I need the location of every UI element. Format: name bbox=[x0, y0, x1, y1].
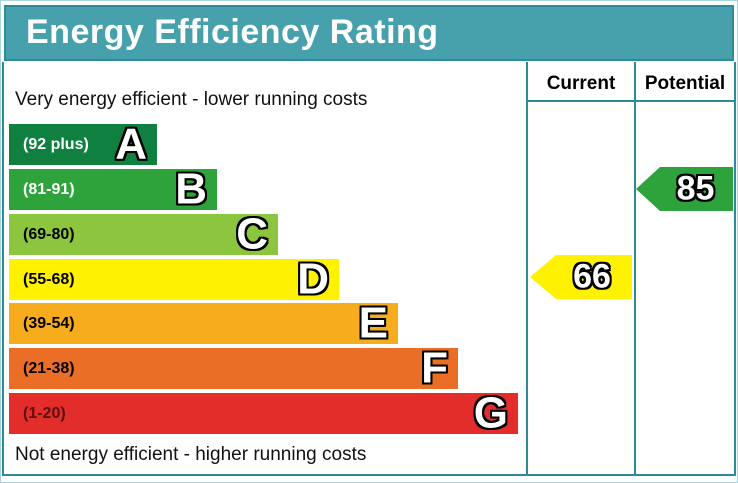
band-grade-letter: B bbox=[175, 164, 207, 214]
potential-arrow-shape bbox=[636, 167, 733, 211]
potential-rating-value: 85 bbox=[676, 169, 715, 208]
band-bar-b: (81-91) B bbox=[9, 164, 217, 214]
band-range-label: (39-54) bbox=[23, 314, 75, 332]
band-grade-letter: D bbox=[297, 254, 329, 304]
band-range-label: (81-91) bbox=[23, 180, 75, 198]
band-grade-letter: G bbox=[473, 388, 508, 438]
potential-rating-arrow: 85 bbox=[636, 167, 733, 211]
band-bar-d: (55-68) D bbox=[9, 254, 339, 304]
top-note: Very energy efficient - lower running co… bbox=[15, 89, 368, 110]
chart-title-banner: Energy Efficiency Rating bbox=[4, 5, 734, 61]
current-rating-value: 66 bbox=[573, 257, 611, 296]
header-underline bbox=[526, 100, 736, 102]
band-bar-f: (21-38) F bbox=[9, 343, 458, 393]
potential-column-header: Potential bbox=[644, 73, 726, 94]
band-range-label: (55-68) bbox=[23, 270, 75, 288]
current-column-header: Current bbox=[546, 73, 616, 94]
band-bar-a: (92 plus) A bbox=[9, 119, 157, 169]
bottom-note: Not energy efficient - higher running co… bbox=[15, 444, 367, 465]
current-column-divider bbox=[526, 62, 528, 474]
band-range-label: (21-38) bbox=[23, 359, 75, 377]
table-left-border bbox=[2, 62, 4, 476]
band-range-label: (69-80) bbox=[23, 225, 75, 243]
band-grade-letter: A bbox=[115, 119, 147, 169]
current-rating-arrow: 66 bbox=[530, 255, 632, 299]
band-grade-letter: E bbox=[358, 298, 388, 348]
table-right-border bbox=[734, 62, 736, 476]
band-bar-c: (69-80) C bbox=[9, 209, 278, 259]
band-range-label: (92 plus) bbox=[23, 135, 89, 153]
table-bottom-border bbox=[2, 474, 736, 476]
band-bar-g: (1-20) G bbox=[9, 388, 518, 438]
band-grade-letter: F bbox=[421, 343, 448, 393]
band-bar-e: (39-54) E bbox=[9, 298, 398, 348]
band-range-label: (1-20) bbox=[23, 404, 66, 422]
chart-title: Energy Efficiency Rating bbox=[26, 13, 439, 51]
band-grade-letter: C bbox=[236, 209, 268, 259]
potential-column-divider bbox=[634, 62, 636, 474]
